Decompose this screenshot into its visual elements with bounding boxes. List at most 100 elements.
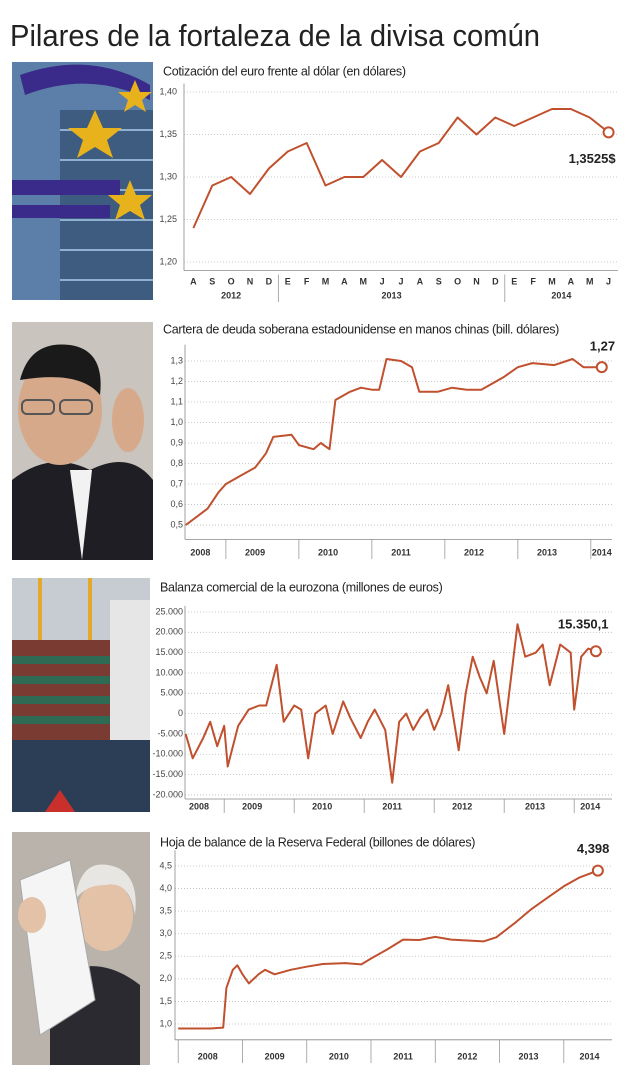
y-tick-label: 25.000: [155, 606, 183, 616]
x-tick-label: 2011: [382, 801, 402, 811]
line: [178, 869, 599, 1030]
x-tick-label: M: [360, 276, 368, 286]
y-tick-label: -5.000: [157, 728, 183, 738]
x-tick-label: E: [511, 276, 517, 286]
y-tick-label: 1,0: [159, 1018, 172, 1028]
y-tick-label: -15.000: [152, 769, 183, 779]
y-tick-label: -20.000: [152, 789, 183, 799]
y-tick-label: 3,0: [159, 928, 172, 938]
x-tick-label: 2009: [242, 801, 262, 811]
y-tick-label: 1,3: [170, 355, 183, 365]
y-tick-label: 0,7: [170, 478, 183, 488]
x-tick-label: 2012: [464, 547, 484, 557]
x-tick-label: 2013: [537, 547, 557, 557]
y-tick-label: -10.000: [152, 749, 183, 759]
chart-title: Cotización del euro frente al dólar (en …: [163, 64, 406, 78]
y-tick-label: 5.000: [160, 688, 183, 698]
x-tick-label: M: [548, 276, 556, 286]
photo: [12, 322, 153, 560]
chart-title: Cartera de deuda soberana estadounidense…: [163, 322, 559, 336]
y-tick-label: 1,35: [159, 129, 177, 139]
y-tick-label: 1,1: [170, 396, 183, 406]
y-tick-label: 2,0: [159, 973, 172, 983]
x-tick-label: M: [322, 276, 330, 286]
y-tick-label: 4,5: [159, 860, 172, 870]
x-tick-label: 2008: [189, 801, 209, 811]
y-tick-label: 15.000: [155, 647, 183, 657]
x-tick-label: F: [304, 276, 310, 286]
y-tick-label: 0,9: [170, 437, 183, 447]
y-tick-label: 0,6: [170, 499, 183, 509]
end-label: 1,27: [590, 339, 615, 354]
year-label: 2013: [382, 290, 402, 300]
x-tick-label: 2009: [265, 1051, 285, 1061]
y-tick-label: 1,30: [159, 171, 177, 181]
x-tick-label: 2012: [457, 1051, 477, 1061]
x-tick-label: 2014: [580, 801, 600, 811]
chart-title: Balanza comercial de la eurozona (millon…: [160, 580, 443, 594]
y-tick-label: 3,5: [159, 906, 172, 916]
x-tick-label: 2009: [245, 547, 265, 557]
x-tick-label: N: [247, 276, 254, 286]
x-tick-label: J: [398, 276, 403, 286]
x-tick-label: 2012: [452, 801, 472, 811]
x-tick-label: 2008: [190, 547, 210, 557]
y-tick-label: 1,25: [159, 214, 177, 224]
y-tick-label: 2,5: [159, 951, 172, 961]
end-label: 1,3525$: [569, 151, 617, 166]
x-tick-label: E: [285, 276, 291, 286]
x-tick-label: 2011: [391, 547, 411, 557]
end-marker: [589, 645, 602, 658]
x-tick-label: S: [436, 276, 442, 286]
x-tick-label: 2014: [579, 1051, 599, 1061]
year-label: 2014: [551, 290, 571, 300]
x-tick-label: A: [341, 276, 348, 286]
y-tick-label: 0: [178, 708, 183, 718]
x-tick-label: S: [209, 276, 215, 286]
y-tick-label: 0,5: [170, 519, 183, 529]
y-tick-label: 1,5: [159, 996, 172, 1006]
x-tick-label: 2010: [318, 547, 338, 557]
x-tick-label: 2014: [592, 547, 612, 557]
y-tick-label: 1,20: [159, 256, 177, 266]
line: [185, 358, 602, 526]
y-tick-label: 1,40: [159, 86, 177, 96]
x-tick-label: 2010: [312, 801, 332, 811]
x-tick-label: O: [228, 276, 235, 286]
end-marker: [595, 361, 608, 374]
photo: [12, 578, 150, 812]
x-tick-label: D: [266, 276, 273, 286]
y-tick-label: 0,8: [170, 458, 183, 468]
y-tick-label: 1,2: [170, 376, 183, 386]
x-tick-label: A: [190, 276, 197, 286]
page-title: Pilares de la fortaleza de la divisa com…: [10, 18, 540, 53]
line: [192, 108, 610, 229]
x-tick-label: J: [606, 276, 611, 286]
x-tick-label: A: [417, 276, 424, 286]
x-tick-label: M: [586, 276, 594, 286]
end-label: 15.350,1: [558, 617, 609, 632]
x-tick-label: F: [530, 276, 536, 286]
line: [184, 623, 597, 784]
x-tick-label: A: [568, 276, 575, 286]
end-marker: [602, 126, 615, 139]
photo: [12, 62, 153, 300]
x-tick-label: D: [492, 276, 499, 286]
x-tick-label: 2010: [329, 1051, 349, 1061]
y-tick-label: 20.000: [155, 627, 183, 637]
end-label: 4,398: [577, 841, 610, 856]
x-tick-label: 2013: [518, 1051, 538, 1061]
x-tick-label: O: [454, 276, 461, 286]
end-marker: [591, 864, 604, 877]
y-tick-label: 10.000: [155, 667, 183, 677]
y-tick-label: 4,0: [159, 883, 172, 893]
y-tick-label: 1,0: [170, 417, 183, 427]
x-tick-label: 2008: [198, 1051, 218, 1061]
photo: [12, 832, 150, 1065]
year-label: 2012: [221, 290, 241, 300]
x-tick-label: N: [473, 276, 480, 286]
chart-title: Hoja de balance de la Reserva Federal (b…: [160, 835, 475, 849]
x-tick-label: 2013: [525, 801, 545, 811]
x-tick-label: J: [380, 276, 385, 286]
